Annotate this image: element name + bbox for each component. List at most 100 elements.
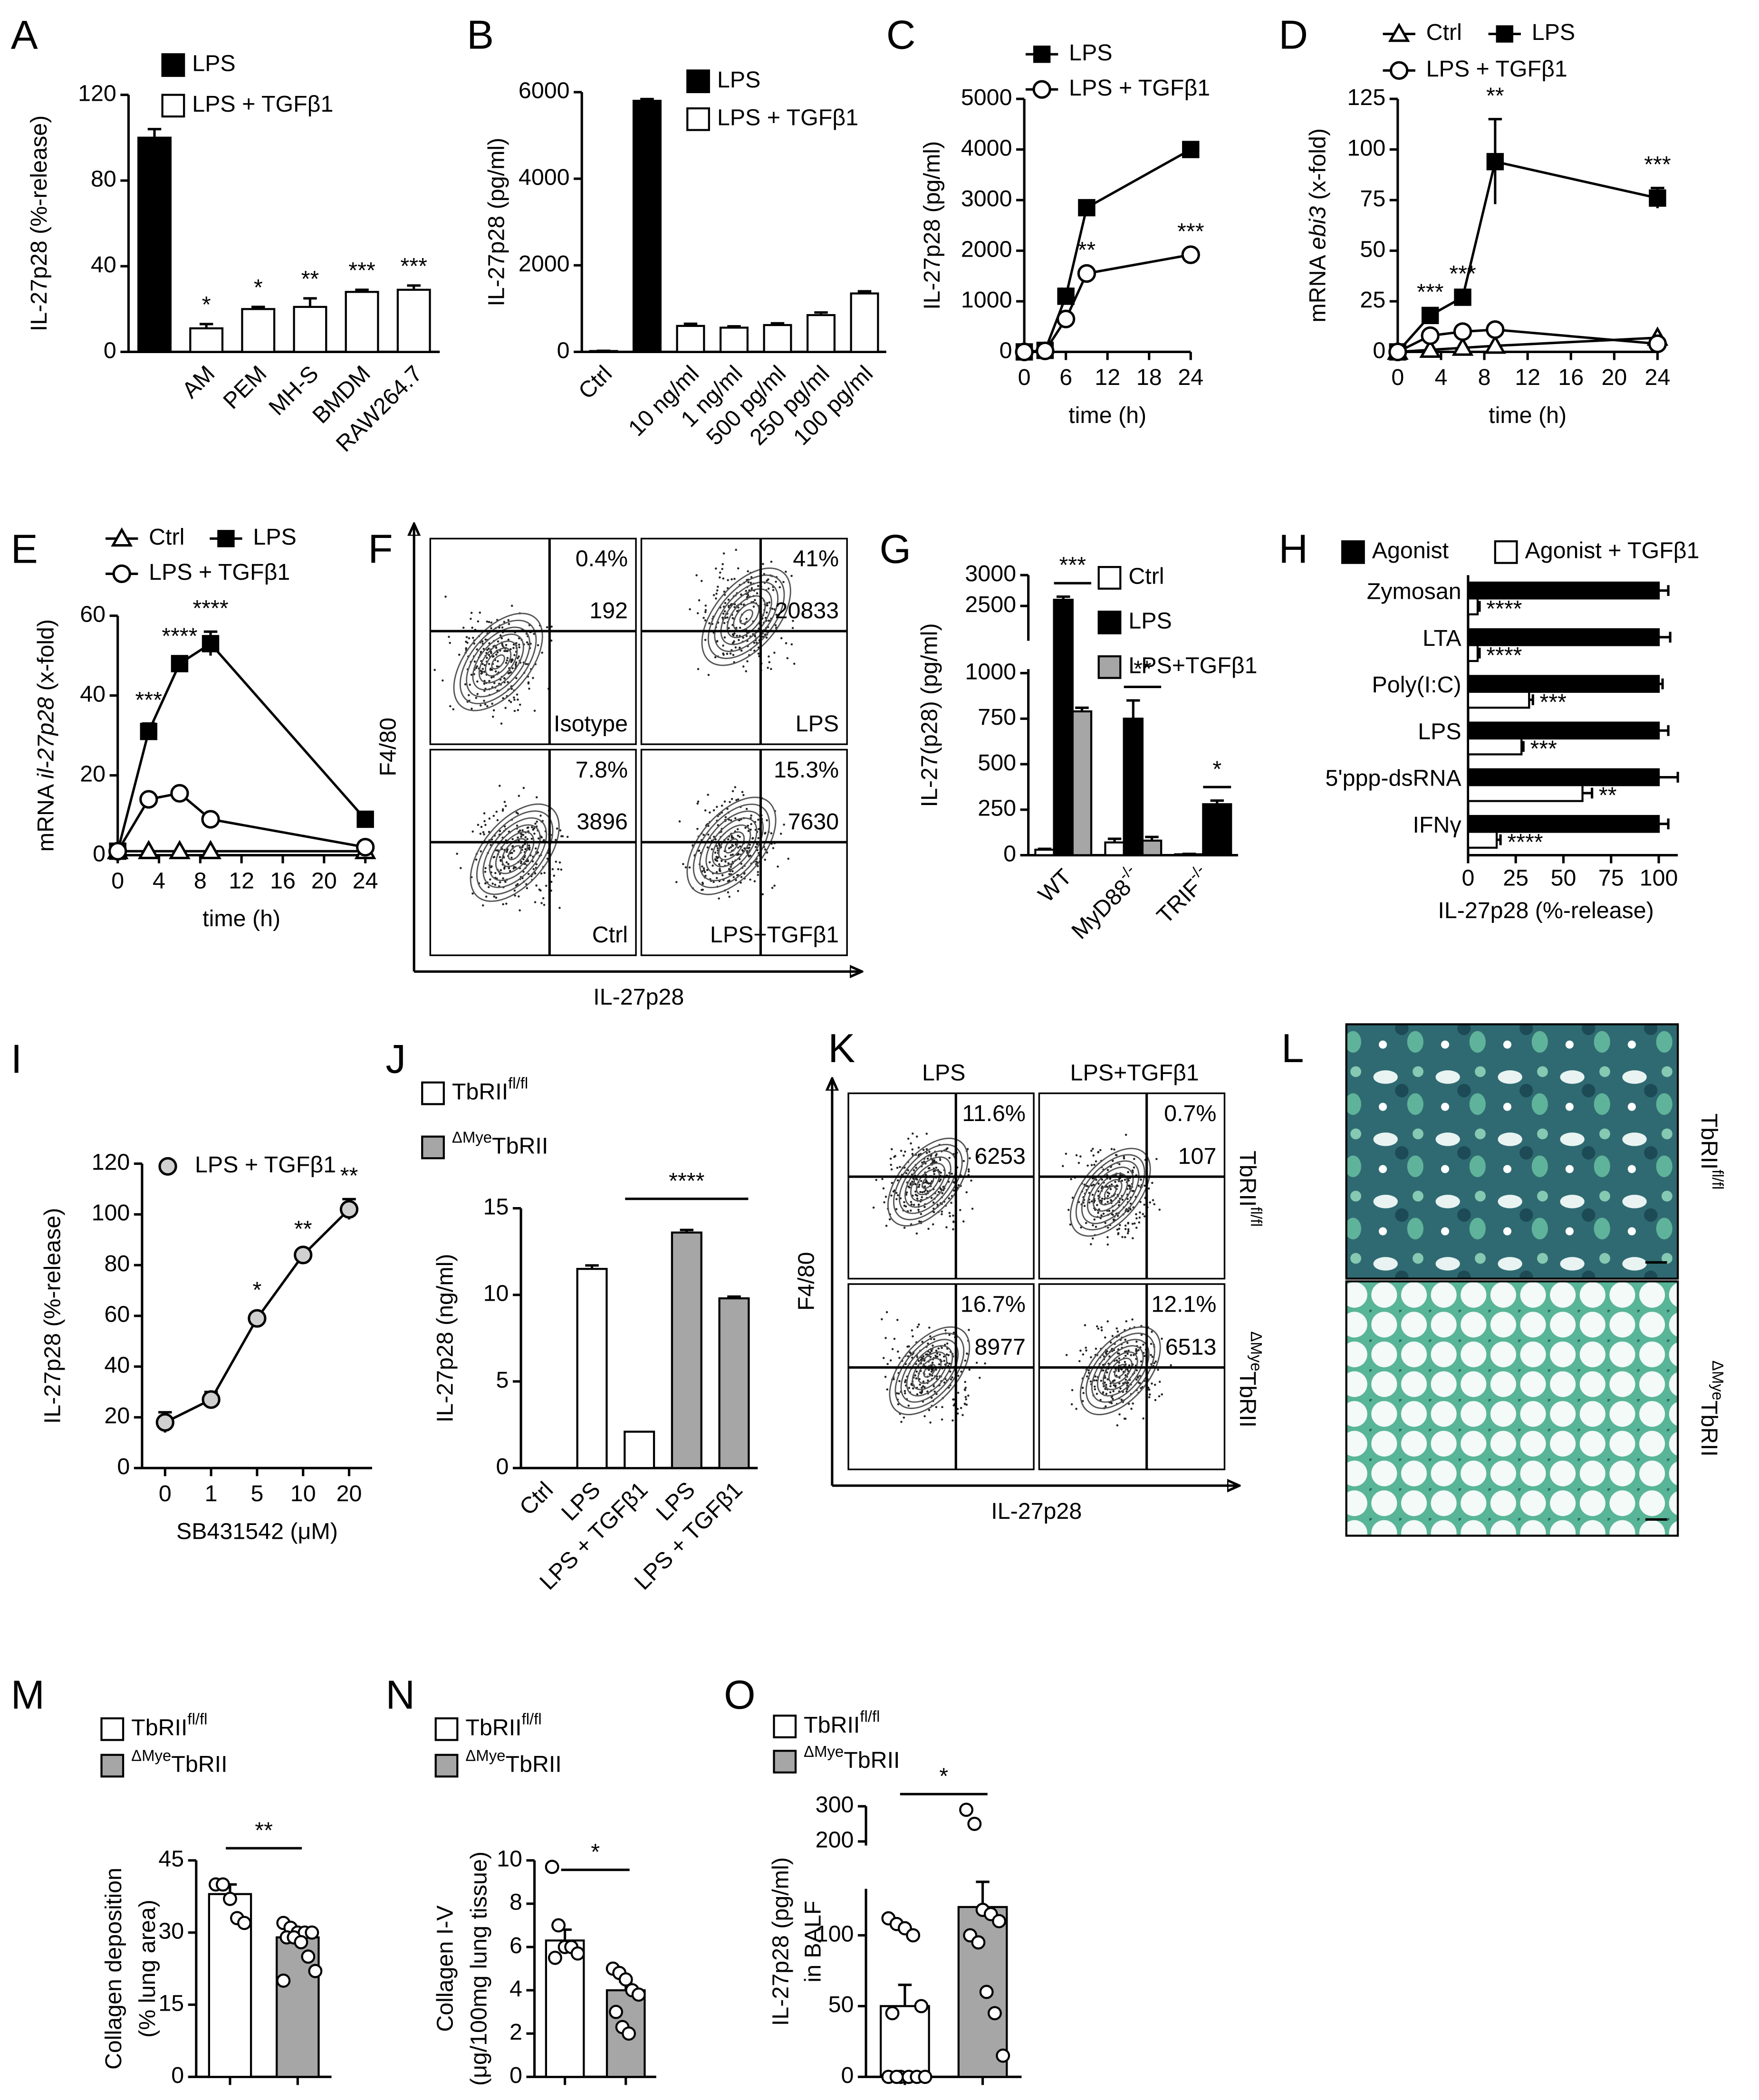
flow-event [541, 652, 543, 654]
flow-event [748, 855, 750, 858]
flow-event [1150, 1342, 1153, 1345]
flow-event [473, 642, 476, 645]
flow-event [702, 834, 705, 836]
flow-event [698, 599, 701, 602]
flow-event [477, 620, 480, 623]
flow-event [948, 1333, 951, 1336]
x-axis-label: SB431542 (μM) [176, 1519, 338, 1544]
flow-event [1097, 1211, 1099, 1214]
flow-event [929, 1356, 932, 1358]
flow-event [534, 901, 537, 903]
flow-event [1119, 1224, 1121, 1227]
flow-event [767, 578, 769, 581]
flow-event [531, 860, 534, 863]
flow-event [925, 1132, 928, 1135]
flow-event [499, 873, 501, 875]
flow-event [948, 1362, 951, 1365]
y-tick-label: 5 [496, 1367, 509, 1393]
y-tick-label: 80 [104, 1251, 130, 1276]
flow-event [492, 709, 495, 711]
flow-event [952, 1214, 954, 1217]
flow-event [749, 844, 751, 846]
flow-event [502, 903, 504, 906]
y-tick-label: 1000 [961, 287, 1012, 313]
flow-event [941, 1347, 943, 1349]
flow-event [522, 786, 525, 789]
flow-event [970, 1179, 972, 1182]
significance: ** [1078, 238, 1096, 263]
flow-event [488, 680, 490, 682]
flow-event [956, 1408, 959, 1410]
flow-event [900, 1420, 903, 1423]
flow-event [495, 646, 498, 649]
significance: ** [1486, 83, 1504, 109]
flow-event [768, 601, 771, 604]
flow-event [911, 1329, 913, 1332]
quadrant-percent: 11.6% [962, 1101, 1026, 1126]
flow-event [508, 671, 511, 674]
mfi-value: 107 [1178, 1143, 1217, 1169]
flow-event [1149, 1393, 1151, 1396]
flow-event [747, 581, 750, 584]
flow-event [502, 697, 504, 700]
flow-event [482, 831, 485, 834]
significance: *** [135, 688, 163, 713]
flow-event [952, 1332, 955, 1334]
flow-event [928, 1373, 931, 1375]
flow-event [495, 810, 498, 813]
flow-event [927, 1167, 930, 1170]
legend-marker [112, 564, 131, 584]
flow-event [757, 865, 759, 867]
row-label-part: TbRII [1235, 1151, 1260, 1207]
y-tick-label: 40 [80, 681, 106, 707]
bar [1123, 718, 1144, 856]
flow-event [742, 665, 745, 668]
flow-event [1114, 1384, 1117, 1387]
x-tick-label: 24 [1178, 364, 1203, 390]
y-tick-label: 2000 [961, 236, 1012, 262]
x-tick-label: 25 [1503, 865, 1528, 891]
legend-swatch [1097, 610, 1122, 634]
flow-event [1101, 1198, 1104, 1200]
flow-event [1121, 1179, 1124, 1182]
flow-event [534, 872, 537, 875]
flow-event [790, 575, 793, 577]
flow-event [496, 651, 499, 654]
flow-event [1124, 1361, 1126, 1363]
flow-event [756, 592, 759, 595]
flow-event [704, 639, 707, 641]
flow-event [1126, 1352, 1129, 1355]
histology-image [1345, 1280, 1679, 1537]
flow-event [1110, 1402, 1113, 1404]
flow-event [1161, 1337, 1163, 1340]
flow-event [968, 1170, 970, 1173]
flow-event [475, 697, 478, 699]
x-tick-label: 1 [205, 1481, 218, 1506]
flow-event [898, 1357, 901, 1359]
significance: ** [1057, 283, 1075, 309]
flow-event [555, 860, 557, 863]
flow-event [746, 660, 749, 662]
flow-event [1092, 1154, 1095, 1157]
flow-event [734, 817, 737, 820]
flow-event [499, 830, 501, 833]
flow-event [1078, 1360, 1081, 1362]
bar [1467, 644, 1479, 662]
bar [345, 291, 379, 353]
y-axis-label: IL-27p28 (pg/ml) [919, 141, 945, 310]
flow-event [965, 1403, 968, 1406]
flow-event [730, 819, 732, 822]
flow-event [505, 643, 508, 646]
bar [189, 327, 224, 353]
flow-event [757, 871, 759, 873]
legend-label: Ctrl [1426, 19, 1462, 45]
flow-event [1117, 1368, 1120, 1371]
flow-event [519, 909, 521, 911]
data-point [545, 1860, 559, 1874]
x-tick-label: 0 [1461, 865, 1474, 891]
flow-event [1082, 1353, 1085, 1356]
flow-event [1067, 1208, 1070, 1211]
flow-event [1161, 1393, 1163, 1396]
flow-event [505, 902, 508, 905]
flow-event [507, 638, 510, 641]
